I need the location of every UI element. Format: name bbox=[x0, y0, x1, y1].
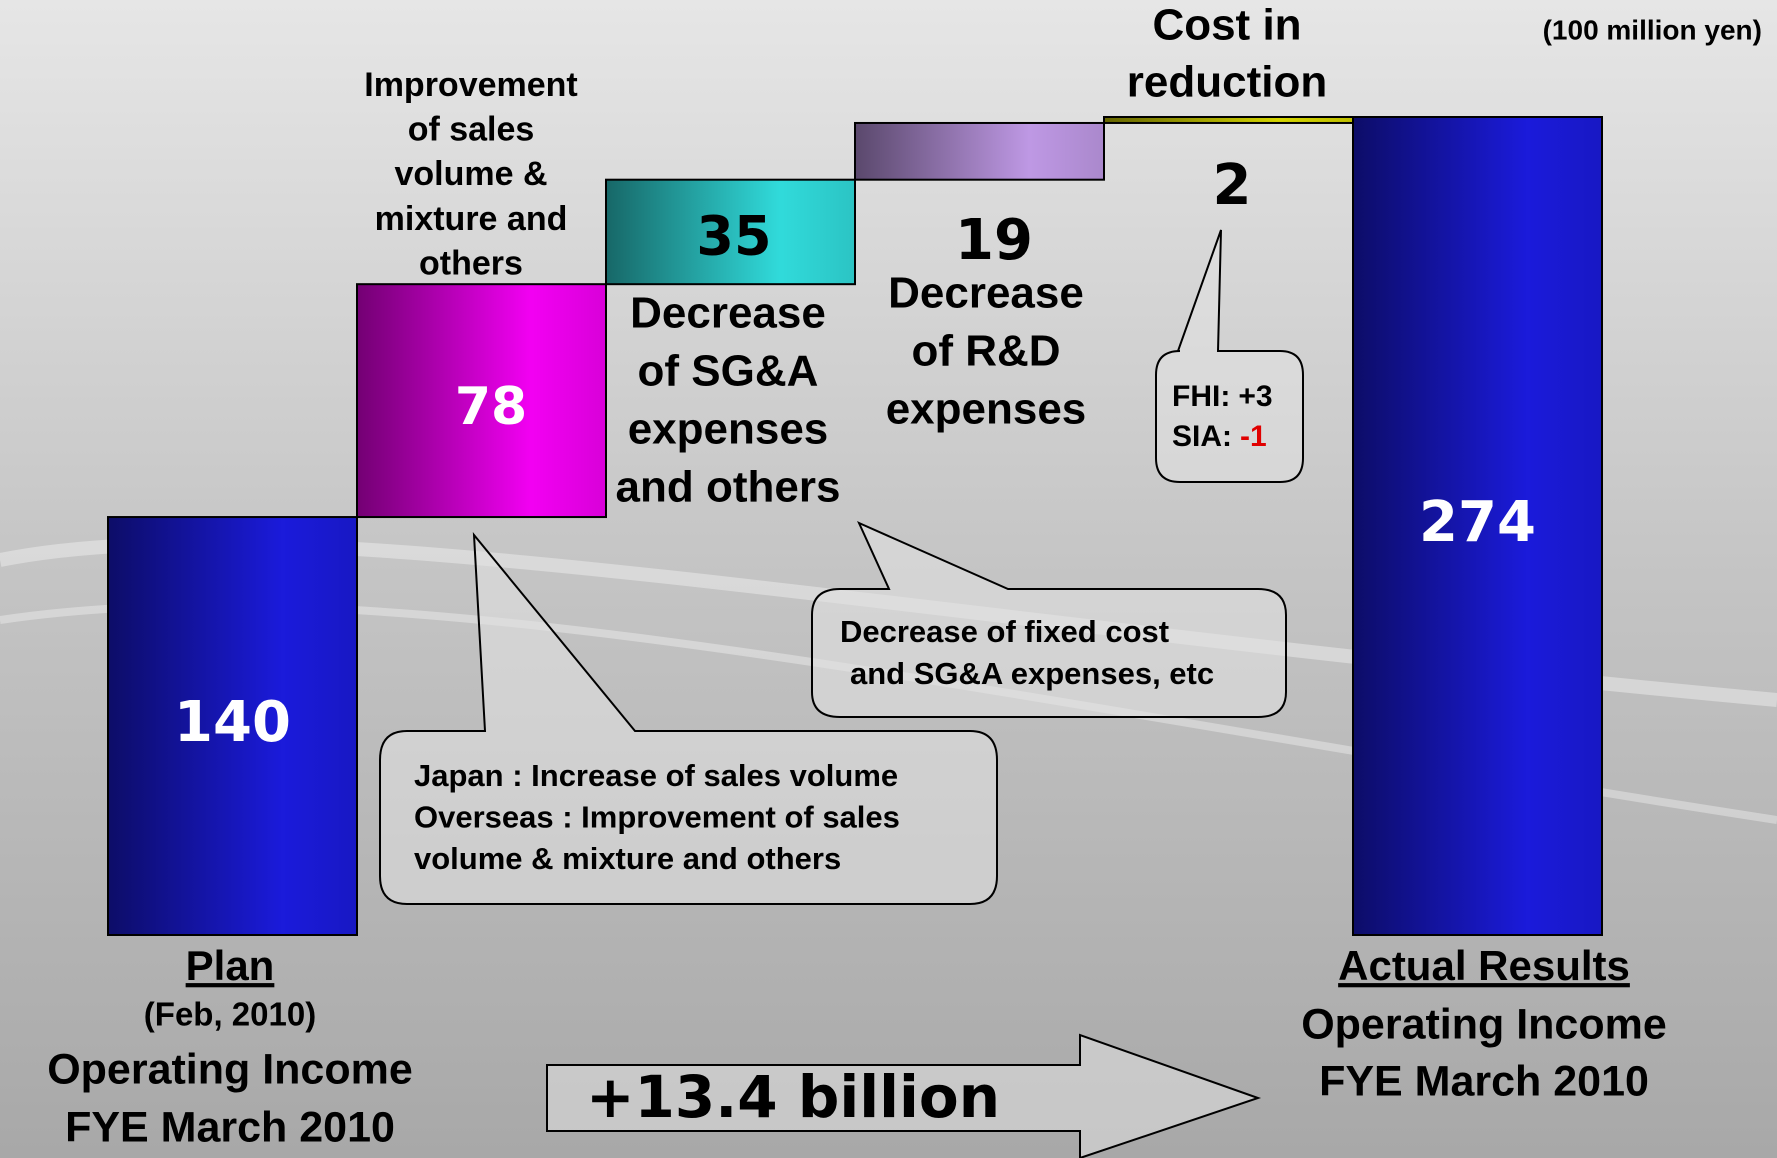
bar-shade bbox=[1104, 117, 1353, 123]
value-label: 19 bbox=[955, 208, 1033, 273]
bar-shade bbox=[855, 122, 1104, 180]
total-note: FYE March 2010 bbox=[65, 1103, 395, 1151]
category-label: Improvement bbox=[364, 66, 578, 104]
bar-shade bbox=[108, 517, 357, 935]
unit-label: (100 million yen) bbox=[1543, 14, 1762, 45]
category-label: of R&D bbox=[911, 327, 1060, 376]
category-label: Plan bbox=[186, 942, 275, 989]
category-label: volume & bbox=[394, 155, 547, 193]
bar-shade bbox=[1353, 117, 1602, 935]
value-label: 2 bbox=[1213, 153, 1252, 218]
total-note: Operating Income bbox=[1301, 1000, 1667, 1048]
callout-box bbox=[811, 521, 1287, 718]
callout-box bbox=[379, 532, 998, 905]
value-label: 35 bbox=[696, 205, 771, 268]
value-label: 274 bbox=[1419, 490, 1536, 555]
category-label: and others bbox=[616, 463, 841, 512]
callout-text: Japan : Increase of sales volume bbox=[414, 758, 898, 793]
total-note: FYE March 2010 bbox=[1319, 1057, 1649, 1105]
callout-text: and SG&A expenses, etc bbox=[850, 656, 1214, 691]
bar-shade bbox=[606, 179, 855, 285]
callout-text: Decrease of fixed cost bbox=[840, 614, 1169, 649]
change-arrow bbox=[546, 1033, 1262, 1158]
total-note: Operating Income bbox=[47, 1045, 413, 1093]
category-label: Cost in bbox=[1152, 1, 1301, 50]
category-label: of sales bbox=[408, 111, 535, 149]
category-label: mixture and bbox=[375, 200, 568, 238]
callout-key: FHI: bbox=[1172, 380, 1230, 413]
category-label: expenses bbox=[886, 385, 1087, 434]
value-label: 78 bbox=[455, 377, 527, 437]
callout-key: SIA: bbox=[1172, 420, 1232, 453]
category-label: others bbox=[419, 244, 523, 282]
callout-value: +3 bbox=[1238, 380, 1272, 413]
category-label: Decrease bbox=[630, 289, 826, 338]
callout-text: Overseas : Improvement of sales bbox=[414, 800, 900, 835]
callouts bbox=[379, 229, 1304, 905]
value-label: 140 bbox=[174, 690, 291, 755]
callout-box bbox=[1155, 229, 1304, 483]
category-label: reduction bbox=[1127, 58, 1327, 107]
category-label: Actual Results bbox=[1338, 942, 1630, 989]
callout-text: FHI: +3 bbox=[1172, 380, 1273, 413]
change-label: +13.4 billion bbox=[586, 1063, 1000, 1131]
category-label: expenses bbox=[628, 405, 829, 454]
total-note: (Feb, 2010) bbox=[144, 996, 316, 1033]
category-label: Decrease bbox=[888, 269, 1084, 318]
callout-value: -1 bbox=[1240, 420, 1267, 453]
callout-text: volume & mixture and others bbox=[414, 841, 841, 876]
callout-text: SIA: -1 bbox=[1172, 420, 1267, 453]
category-label: of SG&A bbox=[638, 347, 819, 396]
bar-shade bbox=[357, 284, 606, 518]
